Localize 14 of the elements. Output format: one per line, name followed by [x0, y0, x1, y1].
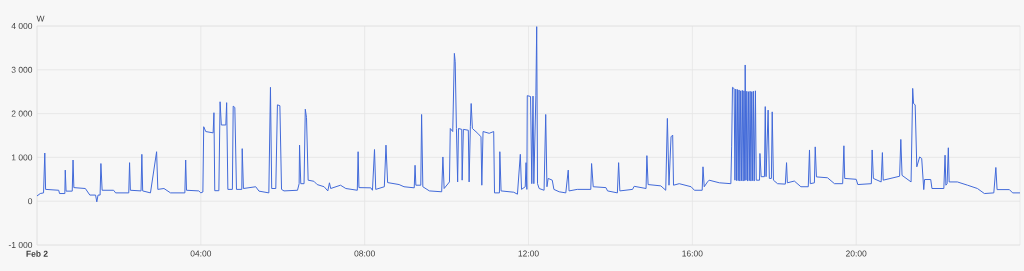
y-tick-label: -1 000 — [8, 242, 33, 248]
y-axis-title: W — [36, 15, 45, 22]
y-tick-label: 2 000 — [11, 110, 33, 117]
y-tick-label: 3 000 — [11, 66, 33, 73]
x-tick-label: 12:00 — [518, 250, 539, 257]
x-tick-label: 08:00 — [354, 250, 375, 257]
line-series — [37, 26, 1021, 203]
x-tick-label: 16:00 — [682, 250, 703, 257]
x-tick-label: 20:00 — [846, 250, 867, 257]
y-tick-label: 0 — [28, 198, 33, 205]
y-tick-label: 4 000 — [11, 23, 33, 29]
x-tick-label: 04:00 — [190, 250, 212, 257]
x-tick-label: Feb 2 — [26, 250, 48, 257]
y-tick-label: 1 000 — [11, 154, 33, 161]
